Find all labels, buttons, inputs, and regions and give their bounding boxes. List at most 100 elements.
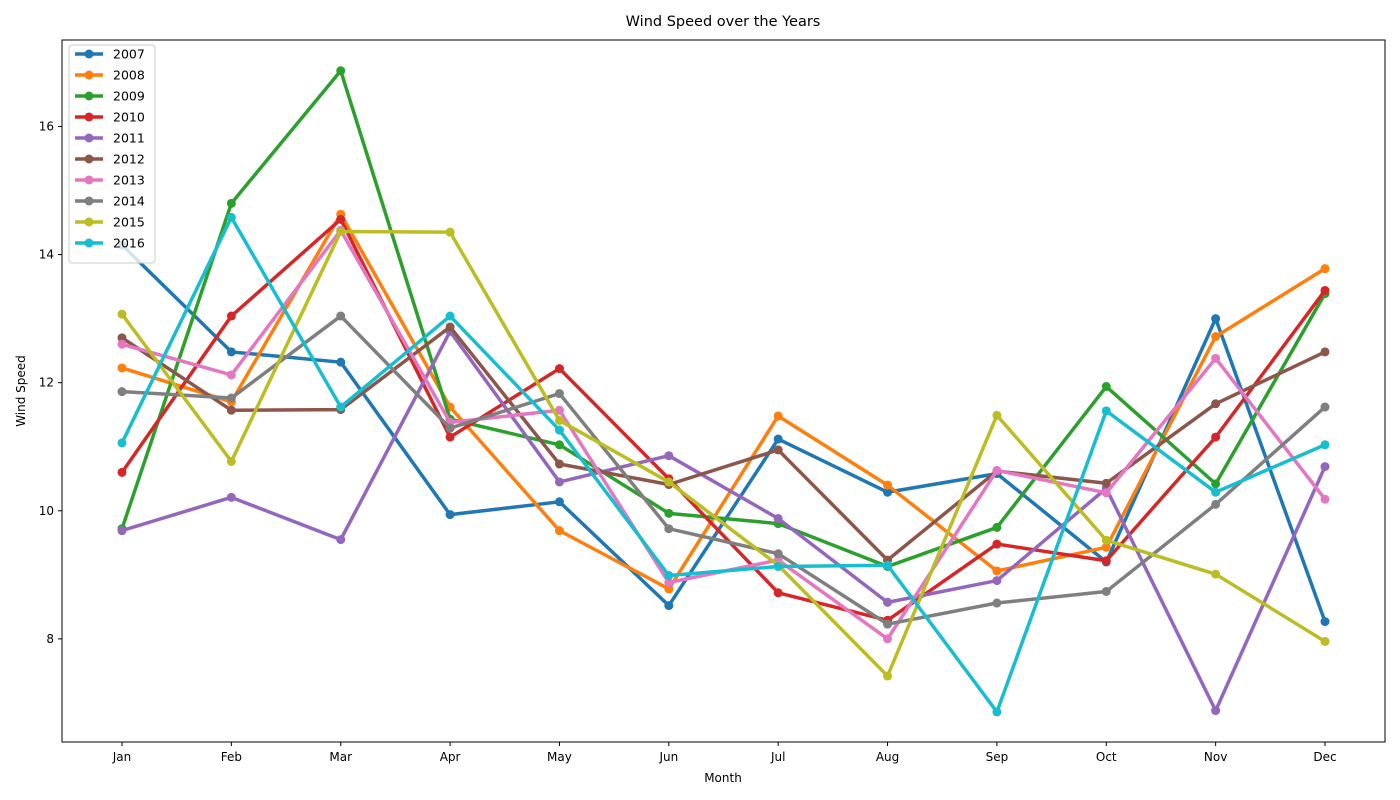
x-tick-label: Sep: [986, 750, 1009, 764]
legend-item-2011: 2011: [75, 131, 145, 146]
legend-swatch-marker: [84, 217, 94, 227]
data-point-2009-Sep: [992, 522, 1002, 532]
legend-swatch-marker: [84, 154, 94, 164]
data-point-2007-Feb: [226, 347, 236, 357]
data-point-2008-Jul: [773, 411, 783, 421]
data-point-2016-Nov: [1211, 487, 1221, 497]
data-point-2015-Dec: [1320, 636, 1330, 646]
data-point-2013-Jan: [117, 339, 127, 349]
legend-label: 2012: [113, 152, 145, 167]
data-point-2013-Jun: [664, 578, 674, 588]
legend-label: 2009: [113, 89, 145, 104]
data-point-2009-Mar: [336, 66, 346, 76]
data-point-2013-Nov: [1211, 353, 1221, 363]
x-tick-label: Dec: [1313, 750, 1336, 764]
data-point-2015-Apr: [445, 227, 455, 237]
x-tick-label: Oct: [1096, 750, 1117, 764]
data-point-2016-Jan: [117, 438, 127, 448]
data-point-2009-Nov: [1211, 479, 1221, 489]
legend-label: 2010: [113, 110, 145, 125]
legend-swatch-marker: [84, 112, 94, 122]
data-point-2013-Aug: [883, 634, 893, 644]
series-2016: [117, 212, 1330, 717]
series-layer: [117, 66, 1330, 717]
x-tick-label: Jan: [112, 750, 132, 764]
data-point-2015-Mar: [336, 227, 346, 237]
data-point-2016-Sep: [992, 707, 1002, 717]
x-tick-label: Aug: [876, 750, 899, 764]
data-point-2011-Jul: [773, 513, 783, 523]
legend-item-2016: 2016: [75, 236, 145, 251]
data-point-2011-Dec: [1320, 462, 1330, 472]
plot-area-frame: [61, 39, 1386, 743]
data-point-2014-Jan: [117, 387, 127, 397]
data-point-2007-Nov: [1211, 314, 1221, 324]
series-line-2016: [119, 215, 1328, 714]
data-point-2011-Nov: [1211, 706, 1221, 716]
data-point-2010-Nov: [1211, 432, 1221, 442]
data-point-2008-Jun: [664, 584, 674, 594]
data-point-2013-Sep: [992, 465, 1002, 475]
y-tick-label: 12: [39, 376, 54, 390]
data-point-2013-May: [554, 405, 564, 415]
data-point-2007-Aug: [883, 487, 893, 497]
data-point-2016-May: [554, 425, 564, 435]
legend-item-2014: 2014: [75, 194, 145, 209]
data-point-2008-Dec: [1320, 264, 1330, 274]
data-point-2010-Oct: [1101, 556, 1111, 566]
data-point-2009-Oct: [1101, 382, 1111, 392]
data-point-2011-Aug: [883, 597, 893, 607]
data-point-2007-Apr: [445, 510, 455, 520]
data-point-2015-May: [554, 415, 564, 425]
data-point-2013-Feb: [226, 370, 236, 380]
data-point-2008-Sep: [992, 566, 1002, 576]
data-point-2016-Feb: [226, 212, 236, 222]
data-point-2012-Jan: [117, 333, 127, 343]
data-point-2014-Sep: [992, 598, 1002, 608]
data-point-2012-Dec: [1320, 347, 1330, 357]
x-axis: Jan Feb Mar Apr May Jun Jul Aug Sep Oct Nov Dec: [112, 742, 1337, 764]
data-point-2014-Nov: [1211, 499, 1221, 509]
legend: 2007 2008 2009 2010 2011 2012 2013 2014 2015 2016: [68, 44, 156, 264]
legend-swatch-marker: [84, 238, 94, 248]
data-point-2015-Jun: [664, 477, 674, 487]
data-point-2014-Feb: [226, 393, 236, 403]
data-point-2009-Jun: [664, 508, 674, 518]
series-line-2015: [119, 229, 1328, 678]
data-point-2012-Apr: [445, 322, 455, 332]
data-point-2015-Nov: [1211, 569, 1221, 579]
x-tick-label: Jun: [658, 750, 678, 764]
data-point-2016-Jul: [773, 562, 783, 571]
legend-label: 2014: [113, 194, 145, 209]
y-tick-label: 10: [39, 504, 54, 518]
data-point-2010-Jul: [773, 588, 783, 598]
y-axis-label: Wind Speed: [14, 355, 28, 427]
x-tick-label: Feb: [221, 750, 242, 764]
data-point-2012-Jul: [773, 445, 783, 455]
data-point-2012-Nov: [1211, 399, 1221, 409]
x-tick-label: May: [547, 750, 572, 764]
legend-swatch-marker: [84, 49, 94, 59]
data-point-2011-Feb: [226, 492, 236, 502]
data-point-2016-Jun: [664, 570, 674, 580]
data-point-2008-Aug: [883, 480, 893, 490]
legend-label: 2016: [113, 236, 145, 251]
data-point-2014-Oct: [1101, 586, 1111, 596]
data-point-2008-Jan: [117, 363, 127, 373]
data-point-2011-May: [554, 477, 564, 487]
legend-swatch-marker: [84, 133, 94, 143]
legend-label: 2008: [113, 68, 145, 83]
data-point-2008-May: [554, 526, 564, 536]
data-point-2016-Dec: [1320, 440, 1330, 450]
data-point-2014-Jul: [773, 549, 783, 559]
data-point-2016-Apr: [445, 311, 455, 321]
x-axis-label: Month: [704, 771, 742, 785]
data-point-2014-Mar: [336, 311, 346, 321]
data-point-2010-Sep: [992, 539, 1002, 549]
series-line-2011: [119, 329, 1328, 713]
data-point-2007-Dec: [1320, 617, 1330, 627]
legend-item-2008: 2008: [75, 68, 145, 83]
data-point-2007-May: [554, 497, 564, 507]
